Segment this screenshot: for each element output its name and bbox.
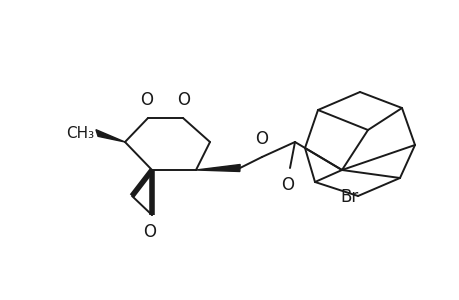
Polygon shape bbox=[196, 164, 240, 172]
Text: O: O bbox=[140, 91, 153, 109]
Text: Br: Br bbox=[339, 188, 358, 206]
Text: O: O bbox=[255, 130, 268, 148]
Text: O: O bbox=[281, 176, 294, 194]
Polygon shape bbox=[96, 130, 125, 142]
Text: O: O bbox=[143, 223, 156, 241]
Text: CH₃: CH₃ bbox=[66, 125, 94, 140]
Text: O: O bbox=[177, 91, 190, 109]
